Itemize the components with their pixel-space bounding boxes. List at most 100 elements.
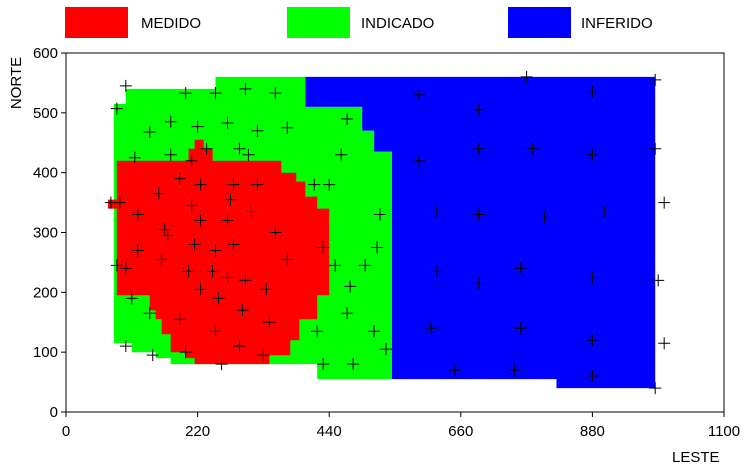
sample-point (194, 178, 207, 191)
sample-point (586, 370, 599, 383)
sample-point (110, 259, 123, 272)
sample-point (329, 259, 342, 272)
sample-point (245, 205, 258, 218)
sample-point (472, 208, 485, 221)
classification-regions (107, 76, 656, 389)
sample-point (317, 241, 330, 254)
sample-point (194, 214, 207, 227)
region-medido (107, 139, 330, 365)
sample-point (143, 307, 156, 320)
sample-point (185, 199, 198, 212)
legend-label-indicado: INDICADO (361, 15, 434, 32)
sample-point (308, 178, 321, 191)
sample-point (119, 79, 132, 92)
sample-point (514, 262, 527, 275)
sample-point (317, 358, 330, 371)
sample-point (131, 244, 144, 257)
sample-point (472, 142, 485, 155)
y-axis-title: NORTE (8, 57, 25, 109)
sample-point (281, 253, 294, 266)
sample-point (143, 125, 156, 138)
sample-point (206, 265, 219, 278)
sample-point (221, 117, 234, 130)
sample-point (209, 244, 222, 257)
sample-point (251, 124, 264, 137)
y-tick-label: 600 (33, 45, 58, 62)
sample-point (263, 316, 276, 329)
sample-point (281, 121, 294, 134)
y-tick-label: 200 (33, 284, 58, 301)
y-tick-label: 400 (33, 165, 58, 182)
legend-swatch-inferido (508, 7, 571, 38)
sample-point (224, 193, 237, 206)
sample-point (424, 322, 437, 335)
sample-point (260, 283, 273, 296)
y-tick-label: 100 (33, 344, 58, 361)
x-tick-label: 660 (448, 423, 473, 440)
x-tick-label: 1100 (708, 423, 740, 440)
sample-point (430, 205, 443, 218)
sample-point (212, 292, 225, 305)
sample-point (242, 148, 255, 161)
sample-point (658, 196, 671, 209)
sample-point (239, 274, 252, 287)
sample-point (380, 343, 393, 356)
sample-point (526, 142, 539, 155)
sample-point (538, 211, 551, 224)
sample-point (347, 358, 360, 371)
sample-point (209, 325, 222, 338)
sample-point (164, 115, 177, 128)
sample-point (586, 334, 599, 347)
region-inferido (305, 76, 656, 389)
sample-point (185, 154, 198, 167)
x-tick-label: 440 (317, 423, 342, 440)
sample-point (269, 87, 282, 100)
sample-point (649, 73, 662, 86)
sample-point (119, 340, 132, 353)
sample-point (311, 325, 324, 338)
sample-point (161, 229, 174, 242)
sample-point (152, 187, 165, 200)
sample-point (179, 87, 192, 100)
sample-point (227, 238, 240, 251)
sample-point (131, 208, 144, 221)
sample-point (341, 112, 354, 125)
sample-point (586, 271, 599, 284)
sample-point (110, 102, 123, 115)
sample-point (227, 178, 240, 191)
sample-point (652, 274, 665, 287)
x-axis-ticks: 0 220 440 660 880 1100 (62, 412, 740, 440)
y-tick-label: 0 (50, 404, 58, 421)
y-tick-label: 500 (33, 105, 58, 122)
sample-point (128, 151, 141, 164)
sample-point (371, 241, 384, 254)
sample-point (239, 82, 252, 95)
sample-point (323, 178, 336, 191)
sample-point (215, 358, 228, 371)
sample-point (233, 142, 246, 155)
sample-point (158, 223, 171, 236)
y-axis-ticks: 0 100 200 300 400 500 600 (33, 45, 66, 421)
sample-point (514, 322, 527, 335)
sample-point (191, 120, 204, 133)
sample-point (598, 205, 611, 218)
sample-point (236, 304, 249, 317)
sample-point (146, 349, 159, 362)
legend-swatch-medido (65, 7, 128, 38)
sample-point (520, 70, 533, 83)
sample-point (508, 364, 521, 377)
sample-point (344, 280, 357, 293)
sample-point (269, 226, 282, 239)
legend-label-medido: MEDIDO (141, 15, 201, 32)
sample-point (658, 337, 671, 350)
sample-point (173, 313, 186, 326)
sample-point (155, 253, 168, 266)
x-axis-title: LESTE (672, 449, 720, 466)
sample-point (412, 154, 425, 167)
sample-point (430, 265, 443, 278)
legend-swatch-indicado (287, 7, 350, 38)
sample-point (649, 142, 662, 155)
sample-point (182, 265, 195, 278)
sample-point (104, 196, 117, 209)
sample-point (586, 85, 599, 98)
